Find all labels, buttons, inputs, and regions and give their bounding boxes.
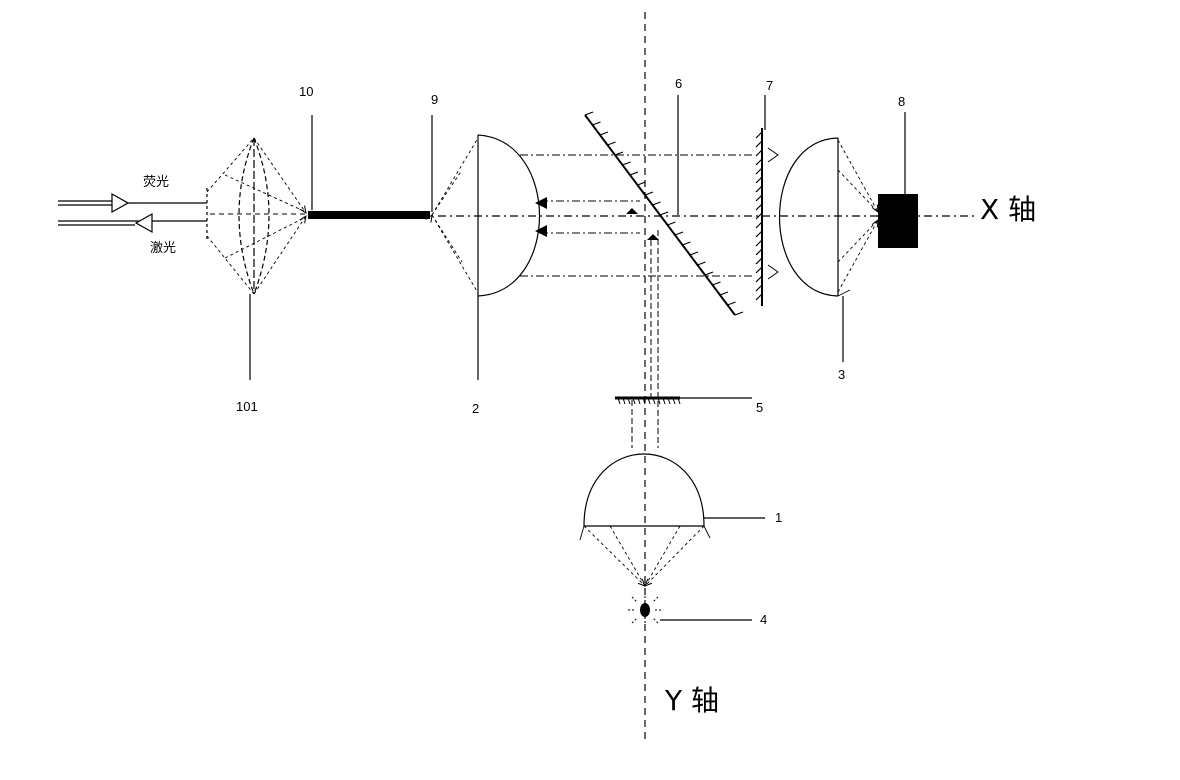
label-9: 9: [431, 92, 438, 107]
beam-inputs: [58, 192, 207, 234]
detector-8: [878, 194, 918, 248]
label-4: 4: [760, 612, 767, 627]
label-10: 10: [299, 84, 313, 99]
x-axis-label: X 轴: [980, 193, 1036, 226]
label-1: 1: [775, 510, 782, 525]
label-7: 7: [766, 78, 773, 93]
label-2: 2: [472, 401, 479, 416]
label-8: 8: [898, 94, 905, 109]
label-3: 3: [838, 367, 845, 382]
arrow-left-icon: [535, 197, 547, 209]
condenser-lens-1: [579, 453, 711, 586]
mirror-7: [755, 128, 779, 306]
fluorescence-arrow-icon: [111, 192, 130, 214]
filter-5: [615, 396, 681, 405]
label-101: 101: [236, 399, 258, 414]
y-axis-label: Y 轴: [664, 684, 719, 717]
vertical-beam: [631, 230, 659, 448]
label-5: 5: [756, 400, 763, 415]
coupler-lens-101: [206, 137, 306, 295]
laser-label: 激光: [150, 241, 176, 256]
beam-paths: [520, 154, 755, 277]
arrow-up-icon-2: [647, 234, 659, 240]
fluorescence-label: 荧光: [143, 175, 169, 190]
collimator-lens-2: [432, 134, 541, 297]
beam-splitter-6: [584, 111, 744, 316]
lens-3: [778, 137, 879, 297]
light-source-4: [628, 592, 662, 628]
laser-arrow-icon: [134, 212, 153, 234]
arrow-left-icon-2: [535, 225, 547, 237]
label-6: 6: [675, 76, 682, 91]
leader-lines: [249, 95, 906, 621]
arrow-up-icon: [626, 208, 638, 214]
